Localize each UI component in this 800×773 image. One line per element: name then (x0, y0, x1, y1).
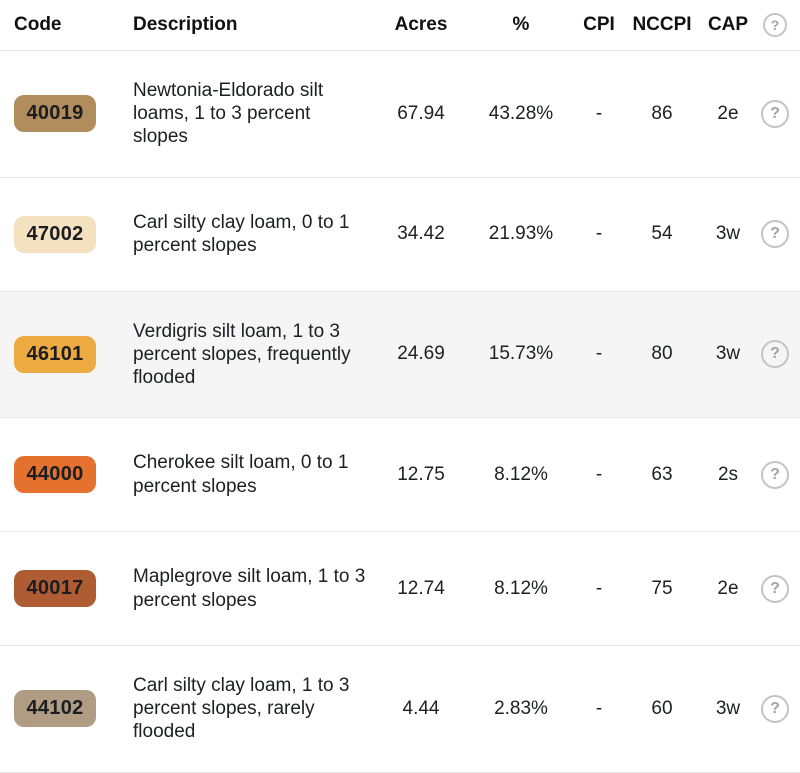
column-header-percent: % (512, 14, 530, 35)
row-help-icon[interactable]: ? (761, 460, 789, 489)
soil-code-badge: 40017 (14, 570, 96, 608)
percent-value: 8.12% (494, 577, 548, 599)
cap-value: 3w (715, 343, 741, 365)
soil-description: Maplegrove silt loam, 1 to 3 percent slo… (133, 566, 366, 611)
column-header-acres: Acres (394, 14, 448, 35)
cpi-value: - (595, 463, 603, 485)
column-header-nccpi: NCCPI (632, 14, 692, 35)
nccpi-value: 80 (651, 343, 673, 365)
cpi-value: - (595, 102, 603, 124)
soil-description: Cherokee silt loam, 0 to 1 percent slope… (133, 452, 349, 497)
nccpi-value: 54 (651, 223, 673, 245)
column-header-cap: CAP (707, 14, 749, 35)
row-help-icon[interactable]: ? (761, 340, 789, 369)
nccpi-value: 75 (651, 577, 673, 599)
soil-code-badge: 44000 (14, 456, 96, 494)
table-row[interactable]: 44000 Cherokee silt loam, 0 to 1 percent… (0, 418, 800, 533)
acres-value: 34.42 (397, 223, 445, 245)
row-help-icon[interactable]: ? (761, 574, 789, 603)
percent-value: 21.93% (488, 223, 554, 245)
table-row[interactable]: 44102 Carl silty clay loam, 1 to 3 perce… (0, 646, 800, 773)
cap-value: 3w (715, 697, 741, 719)
acres-value: 24.69 (397, 343, 445, 365)
soil-description: Verdigris silt loam, 1 to 3 percent slop… (133, 320, 351, 388)
soil-description: Carl silty clay loam, 1 to 3 percent slo… (133, 675, 350, 743)
acres-value: 12.74 (397, 577, 445, 599)
percent-value: 15.73% (488, 343, 554, 365)
cap-value: 2e (717, 102, 739, 124)
percent-value: 2.83% (494, 697, 548, 719)
soil-code-badge: 46101 (14, 335, 96, 373)
acres-value: 67.94 (397, 102, 445, 124)
table-row[interactable]: 46101 Verdigris silt loam, 1 to 3 percen… (0, 291, 800, 419)
cpi-value: - (595, 223, 603, 245)
cpi-value: - (595, 343, 603, 365)
row-help-icon[interactable]: ? (761, 220, 789, 249)
table-row[interactable]: 40019 Newtonia-Eldorado silt loams, 1 to… (0, 51, 800, 178)
table-body: 40019 Newtonia-Eldorado silt loams, 1 to… (0, 51, 800, 773)
table-row[interactable]: 47002 Carl silty clay loam, 0 to 1 perce… (0, 177, 800, 292)
column-header-cpi: CPI (583, 14, 615, 35)
cap-value: 2s (717, 463, 739, 485)
header-help-icon[interactable]: ? (763, 13, 787, 37)
column-header-description: Description (133, 14, 238, 35)
soil-description: Newtonia-Eldorado silt loams, 1 to 3 per… (133, 80, 324, 148)
acres-value: 12.75 (397, 463, 445, 485)
soil-code-badge: 44102 (14, 690, 96, 728)
acres-value: 4.44 (402, 697, 440, 719)
nccpi-value: 63 (651, 463, 673, 485)
percent-value: 43.28% (488, 102, 554, 124)
row-help-icon[interactable]: ? (761, 694, 789, 723)
column-header-code: Code (14, 14, 62, 35)
cap-value: 3w (715, 223, 741, 245)
cap-value: 2e (717, 577, 739, 599)
cpi-value: - (595, 577, 603, 599)
nccpi-value: 86 (651, 102, 673, 124)
row-help-icon[interactable]: ? (761, 99, 789, 128)
percent-value: 8.12% (494, 463, 548, 485)
table-row[interactable]: 40017 Maplegrove silt loam, 1 to 3 perce… (0, 532, 800, 647)
soil-code-badge: 40019 (14, 95, 96, 133)
nccpi-value: 60 (651, 697, 673, 719)
soil-description: Carl silty clay loam, 0 to 1 percent slo… (133, 211, 350, 257)
cpi-value: - (595, 697, 603, 719)
table-header-row: Code Description Acres % CPI NCCPI CAP ? (0, 0, 800, 51)
soil-code-badge: 47002 (14, 215, 96, 253)
